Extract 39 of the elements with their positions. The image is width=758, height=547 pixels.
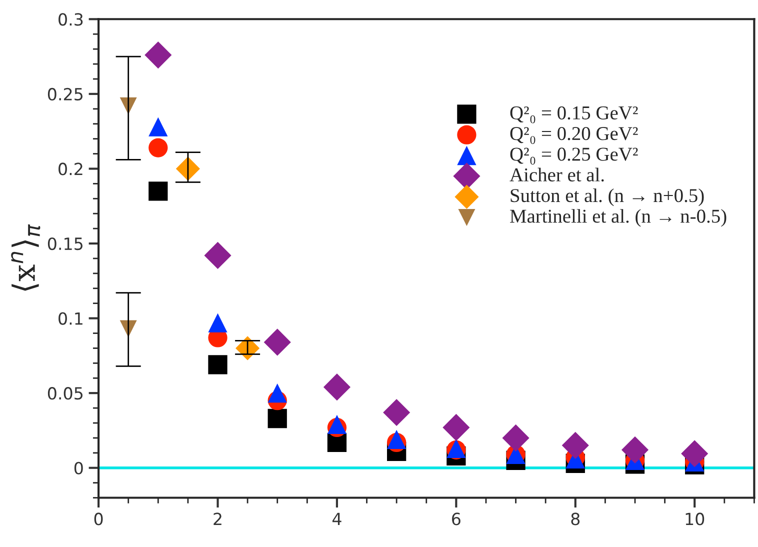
- point: [208, 313, 228, 332]
- x-tick-label: 2: [214, 512, 222, 526]
- y-axis-title: ⟨x$^{n}$⟩$_{π}$: [11, 224, 40, 291]
- legend-label: Q²₀ = 0.25 GeV²: [510, 148, 638, 165]
- point: [148, 117, 168, 136]
- legend-label: Q²₀ = 0.20 GeV²: [510, 127, 638, 144]
- x-tick-label: 8: [571, 512, 580, 526]
- y-tick-label: 0.3: [58, 13, 83, 26]
- point: [442, 414, 470, 442]
- point: [323, 374, 350, 401]
- point: [562, 432, 589, 459]
- x-tick-label: 6: [452, 512, 460, 526]
- y-tick-label: 0.25: [48, 88, 82, 100]
- point: [387, 430, 406, 450]
- point: [144, 42, 172, 69]
- x-tick-label: 4: [332, 512, 342, 526]
- legend-label: Q²₀ = 0.15 GeV²: [510, 106, 638, 124]
- legend-label: Sutton et al. (n → n+0.5): [510, 188, 704, 206]
- point: [264, 328, 291, 356]
- point: [383, 398, 410, 426]
- point: [208, 355, 228, 374]
- point: [621, 436, 649, 464]
- x-tick-label: 0: [94, 512, 103, 526]
- x-tick-label: 10: [686, 512, 704, 526]
- point: [681, 440, 708, 468]
- point: [204, 242, 232, 270]
- legend-label: Martinelli et al. (n → n-0.5): [510, 209, 726, 227]
- point: [148, 138, 168, 158]
- y-tick-label: 0.05: [48, 387, 82, 400]
- point: [148, 182, 168, 201]
- y-tick-label: 0.2: [58, 162, 82, 176]
- y-tick-label: 0: [74, 462, 83, 474]
- y-tick-label: 0.1: [58, 312, 82, 325]
- point: [268, 408, 287, 428]
- y-tick-label: 0.15: [48, 237, 82, 250]
- point: [502, 424, 530, 452]
- point: [268, 384, 287, 403]
- point: [176, 156, 200, 181]
- legend-label: Aicher et al.: [510, 168, 604, 182]
